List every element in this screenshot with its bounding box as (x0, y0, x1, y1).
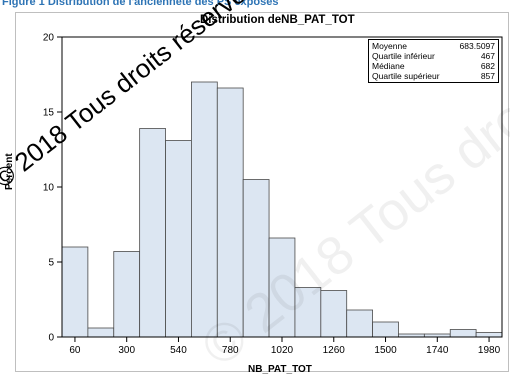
histogram-bar (294, 287, 322, 338)
x-tick-label: 780 (222, 345, 239, 356)
stat-value: 857 (480, 71, 495, 81)
y-tick-label: 10 (43, 183, 55, 194)
stat-row-lower-quartile: Quartile inférieur 467 (372, 51, 495, 61)
histogram-bar (139, 128, 166, 338)
histogram-bar (346, 309, 373, 338)
x-axis-label: NB_PAT_TOT (248, 364, 312, 375)
histogram-bar (87, 327, 115, 338)
y-tick-label: 15 (43, 108, 55, 119)
x-tick-label: 540 (170, 345, 187, 356)
x-tick-label: 1740 (426, 345, 449, 356)
stat-label: Quartile inférieur (372, 51, 435, 61)
x-tick-label: 1260 (323, 345, 346, 356)
histogram-bar (216, 87, 244, 338)
statistics-box: Moyenne 683.5097 Quartile inférieur 467 … (368, 39, 499, 83)
y-tick-label: 20 (43, 33, 55, 44)
x-tick-label: 1500 (374, 345, 397, 356)
histogram-bar (475, 332, 503, 338)
x-tick-label: 60 (69, 345, 81, 356)
stat-row-mean: Moyenne 683.5097 (372, 41, 495, 51)
x-tick-label: 300 (118, 345, 135, 356)
histogram-bar (242, 179, 270, 338)
histogram-bar (191, 81, 218, 338)
stat-label: Médiane (372, 61, 405, 71)
figure-caption: Figure 1 Distribution de l'ancienneté de… (2, 0, 279, 8)
x-tick-label: 1980 (478, 345, 501, 356)
x-tick-label: 1020 (271, 345, 294, 356)
histogram-bar (165, 140, 192, 338)
stat-value: 683.5097 (459, 41, 495, 51)
stat-label: Quartile supérieur (372, 71, 440, 81)
histogram-bar (449, 329, 477, 338)
y-tick-label: 5 (48, 258, 54, 269)
y-tick-label: 0 (48, 333, 54, 344)
chart-title: Distribution deNB_PAT_TOT (200, 14, 355, 26)
chart-frame (15, 12, 509, 372)
stat-value: 682 (480, 61, 495, 71)
stat-row-upper-quartile: Quartile supérieur 857 (372, 71, 495, 81)
histogram-bar (372, 321, 399, 338)
stat-label: Moyenne (372, 41, 407, 51)
histogram-bar (320, 290, 348, 338)
histogram-bar (268, 237, 296, 338)
histogram-bar (113, 251, 141, 338)
histogram-bar (61, 246, 89, 338)
stat-row-median: Médiane 682 (372, 61, 495, 71)
stat-value: 467 (480, 51, 495, 61)
